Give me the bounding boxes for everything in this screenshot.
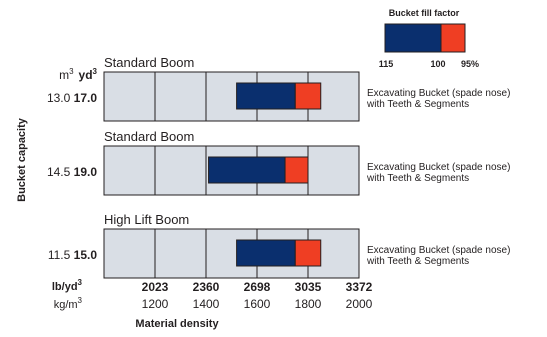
- boom-label: High Lift Boom: [104, 212, 189, 227]
- x-tick-label-primary: 2360: [193, 280, 220, 294]
- bar-fill-115-100: [236, 239, 296, 267]
- panel-2: Standard Boom 14.5 19.0 Excavating Bucket …: [47, 129, 510, 196]
- capacity-m3: 13.0: [47, 91, 74, 105]
- chart-panels: Standard Boom 13.0 17.0 Excavating Bucket …: [47, 55, 510, 279]
- x-tick-label-secondary: 1400: [193, 297, 220, 311]
- x-tick-label-primary: 2023: [142, 280, 169, 294]
- legend-label-95: 95%: [461, 59, 479, 69]
- boom-label: Standard Boom: [104, 129, 194, 144]
- x-tick-label-secondary: 2000: [346, 297, 373, 311]
- legend-label-100: 100: [430, 59, 445, 69]
- x-tick-label-primary: 2698: [244, 280, 271, 294]
- bucket-description-line2: with Teeth & Segments: [366, 99, 469, 110]
- bar-fill-115-100: [236, 82, 296, 110]
- legend-swatch-100-95: [440, 23, 466, 53]
- bucket-description-line1: Excavating Bucket (spade nose): [367, 245, 510, 256]
- capacity-m3: 14.5: [47, 165, 74, 179]
- x-axis: lb/yd3 kg/m3 Material density 2023 1200 23…: [52, 278, 373, 330]
- x-tick-label-primary: 3372: [346, 280, 373, 294]
- bar-fill-100-95: [294, 239, 322, 267]
- x-tick-label-primary: 3035: [295, 280, 322, 294]
- capacity-label: 11.5 15.0: [48, 248, 97, 262]
- capacity-yd3: 15.0: [74, 248, 98, 262]
- bucket-description-line1: Excavating Bucket (spade nose): [367, 88, 510, 99]
- x-tick-label-secondary: 1800: [295, 297, 322, 311]
- x-unit-primary: lb/yd3: [52, 278, 83, 293]
- x-tick-label-secondary: 1600: [244, 297, 271, 311]
- legend: Bucket fill factor 115 100 95%: [379, 8, 479, 69]
- capacity-yd3: 19.0: [74, 165, 98, 179]
- capacity-label: 14.5 19.0: [47, 165, 97, 179]
- bar-fill-115-100: [208, 156, 286, 184]
- legend-label-115: 115: [379, 59, 394, 69]
- bar-fill-100-95: [284, 156, 309, 184]
- legend-title: Bucket fill factor: [389, 8, 460, 18]
- bucket-description-line2: with Teeth & Segments: [366, 173, 469, 184]
- y-axis-title: Bucket capacity: [16, 117, 28, 202]
- bucket-description-line2: with Teeth & Segments: [366, 256, 469, 267]
- y-unit-header: m3 yd3: [59, 67, 97, 82]
- bar-fill-100-95: [294, 82, 322, 110]
- capacity-label: 13.0 17.0: [47, 91, 97, 105]
- panel-1: Standard Boom 13.0 17.0 Excavating Bucket …: [47, 55, 510, 122]
- panel-3: High Lift Boom 11.5 15.0 Excavating Bucket…: [48, 212, 510, 279]
- capacity-yd3: 17.0: [74, 91, 98, 105]
- legend-swatch-115-100: [384, 23, 442, 53]
- capacity-m3: 11.5: [48, 248, 74, 262]
- bucket-description-line1: Excavating Bucket (spade nose): [367, 162, 510, 173]
- boom-label: Standard Boom: [104, 55, 194, 70]
- x-axis-title: Material density: [135, 318, 219, 330]
- x-tick-label-secondary: 1200: [142, 297, 169, 311]
- x-unit-secondary: kg/m3: [54, 296, 83, 311]
